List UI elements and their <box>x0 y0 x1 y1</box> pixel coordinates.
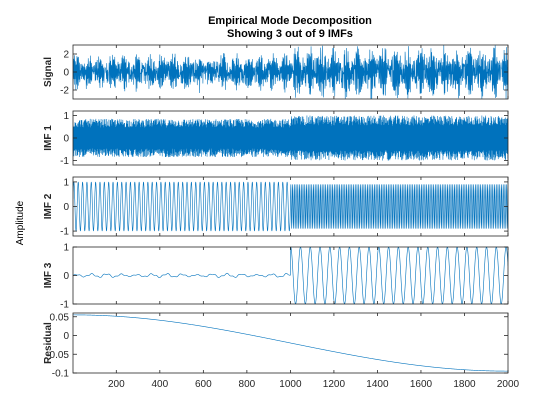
y-tick-label-imf-1: -1 <box>60 156 69 167</box>
chart-title: Empirical Mode Decomposition <box>208 15 372 27</box>
x-tick-label: 1000 <box>279 379 302 390</box>
y-tick-label-signal: 2 <box>63 50 69 61</box>
panel-label-residual: Residual <box>43 322 54 364</box>
x-tick-label: 200 <box>108 379 125 390</box>
series-line-signal <box>73 45 508 99</box>
y-tick-label-residual: -0.05 <box>46 350 69 361</box>
y-tick-label-imf-2: -1 <box>60 227 69 238</box>
y-tick-label-imf-2: 1 <box>63 177 69 188</box>
x-tick-label: 1600 <box>410 379 433 390</box>
y-tick-label-imf-3: 1 <box>63 243 69 254</box>
y-tick-label-imf-3: 0 <box>63 271 69 282</box>
panel-label-imf-3: IMF 3 <box>43 262 54 288</box>
y-tick-label-signal: 0 <box>63 68 69 79</box>
x-tick-label: 2000 <box>497 379 520 390</box>
panels-group: 2 0 -2 Signal 1 0 -1 IMF 1 1 0 -1 IMF 2 1 0 -1 IMF 3 0.0… <box>43 44 520 390</box>
series-line-imf-3 <box>73 247 508 304</box>
series-line-imf-2 <box>73 181 508 232</box>
y-tick-label-imf-1: 0 <box>63 134 69 145</box>
series-line-imf-1 <box>73 115 508 161</box>
series-line-residual <box>73 314 508 372</box>
panel-label-signal: Signal <box>43 57 54 87</box>
y-tick-label-residual: 0 <box>63 331 69 342</box>
y-tick-label-signal: -2 <box>60 86 69 97</box>
y-tick-label-residual: 0.05 <box>50 312 70 323</box>
y-axis-label: Amplitude <box>15 200 26 245</box>
y-tick-label-imf-1: 1 <box>63 111 69 122</box>
x-tick-label: 600 <box>195 379 212 390</box>
x-tick-label: 1400 <box>366 379 389 390</box>
x-tick-label: 1200 <box>323 379 346 390</box>
panel-label-imf-1: IMF 1 <box>43 125 54 151</box>
y-tick-label-residual: -0.1 <box>52 369 70 380</box>
chart-subtitle: Showing 3 out of 9 IMFs <box>227 28 353 40</box>
x-tick-label: 800 <box>239 379 256 390</box>
x-tick-label: 400 <box>151 379 168 390</box>
y-tick-label-imf-2: 0 <box>63 202 69 213</box>
x-tick-label: 1800 <box>453 379 476 390</box>
panel-label-imf-2: IMF 2 <box>43 193 54 219</box>
y-tick-label-imf-3: -1 <box>60 300 69 311</box>
